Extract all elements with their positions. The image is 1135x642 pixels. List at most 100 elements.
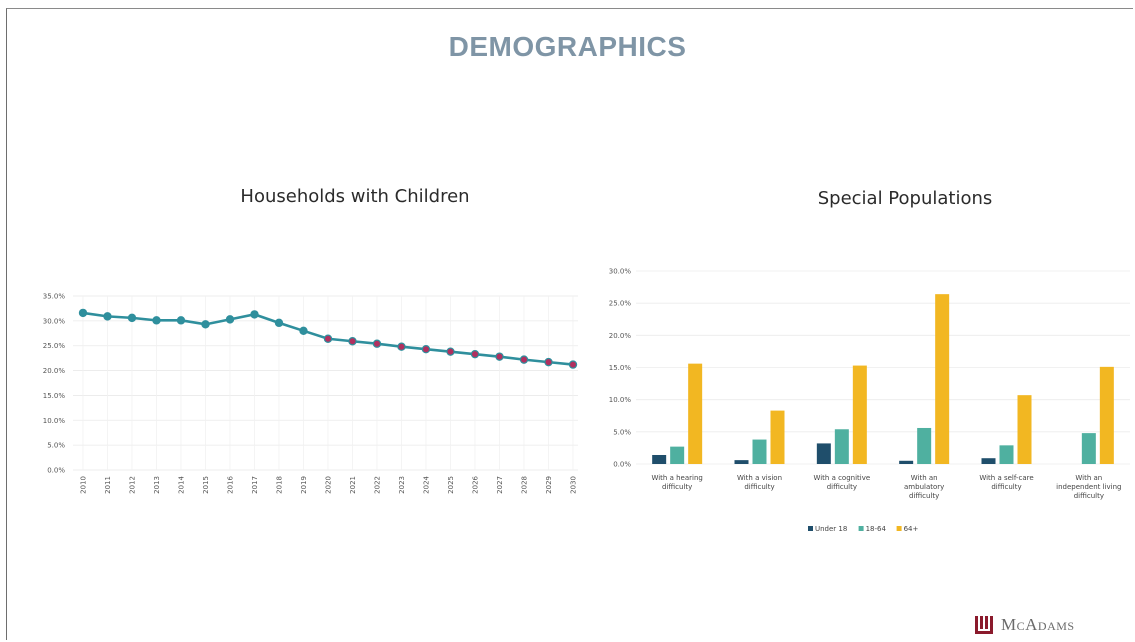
households-data-point — [127, 313, 137, 323]
households-data-point — [421, 344, 431, 354]
category-label: difficulty — [744, 483, 774, 491]
legend-swatch — [858, 526, 864, 531]
x-tick-label: 2022 — [374, 476, 382, 494]
bar-18-64 — [917, 427, 932, 464]
households-data-point — [446, 347, 455, 356]
x-tick-label: 2021 — [349, 476, 357, 494]
bar-64- — [770, 410, 785, 464]
y-tick-label: 15.0% — [43, 392, 66, 400]
households-data-point — [201, 320, 210, 329]
y-tick-label: 30.0% — [609, 268, 632, 276]
x-tick-label: 2016 — [227, 475, 235, 493]
category-label: With a hearing — [651, 474, 702, 482]
bar-64- — [1099, 366, 1114, 464]
bar-18-64 — [834, 429, 849, 464]
y-tick-label: 10.0% — [43, 417, 66, 425]
slide-frame — [6, 8, 1133, 640]
category-label: With a cognitive — [813, 474, 870, 482]
page-title: DEMOGRAPHICS — [448, 31, 687, 62]
y-tick-label: 5.0% — [613, 428, 631, 436]
households-data-point — [544, 357, 553, 367]
y-tick-label: 35.0% — [43, 293, 66, 301]
households-data-point — [299, 326, 308, 335]
bar-under-18 — [734, 460, 749, 464]
bar-under-18 — [652, 454, 667, 464]
households-data-point — [470, 349, 480, 359]
households-data-point — [250, 310, 259, 319]
category-label: difficulty — [662, 483, 692, 491]
households-data-point — [397, 342, 406, 351]
x-tick-label: 2024 — [423, 475, 431, 493]
legend-label: 18-64 — [866, 525, 887, 533]
bar-18-64 — [670, 446, 685, 464]
x-tick-label: 2029 — [545, 476, 553, 494]
x-tick-label: 2014 — [178, 475, 186, 493]
legend-label: 64+ — [904, 525, 919, 533]
x-tick-label: 2023 — [398, 476, 406, 494]
households-data-point — [78, 308, 88, 318]
x-tick-label: 2025 — [447, 476, 455, 494]
x-tick-label: 2028 — [521, 476, 529, 494]
households-chart-title: Households with Children — [240, 186, 470, 207]
legend-swatch — [808, 526, 813, 531]
bar-under-18 — [816, 443, 831, 464]
mcadams-logo-text: McAdams — [1001, 615, 1075, 634]
category-label: difficulty — [1074, 492, 1104, 500]
households-data-point — [519, 355, 529, 364]
x-tick-label: 2013 — [153, 476, 161, 494]
y-tick-label: 5.0% — [47, 442, 65, 450]
bar-64- — [935, 294, 950, 464]
bar-18-64 — [1081, 433, 1096, 464]
bar-18-64 — [752, 439, 767, 464]
special-populations-chart-title: Special Populations — [817, 188, 993, 209]
y-tick-label: 0.0% — [47, 467, 65, 475]
households-data-point — [152, 316, 161, 325]
households-line-chart: 35.0% 30.0% 25.0% 20.0% 15.0% 10.0% 5.0% 0.0% 20… — [43, 293, 578, 494]
mcadams-logo-icon — [975, 616, 995, 634]
households-data-point — [225, 315, 235, 324]
category-label: With an — [911, 474, 938, 482]
x-tick-label: 2027 — [496, 476, 504, 494]
x-tick-label: 2026 — [472, 475, 480, 493]
category-label: With an — [1075, 474, 1102, 482]
y-tick-label: 15.0% — [609, 364, 632, 372]
households-data-point — [495, 352, 504, 361]
x-tick-label: 2030 — [570, 476, 578, 494]
category-label: With a self-care — [979, 474, 1033, 482]
households-data-point — [103, 312, 112, 321]
y-tick-label: 20.0% — [609, 332, 632, 340]
mcadams-logo: McAdams — [975, 613, 1075, 637]
y-tick-label: 30.0% — [43, 317, 66, 325]
bar-64- — [1017, 395, 1032, 464]
x-tick-label: 2011 — [104, 476, 112, 494]
category-label: ambulatory — [904, 483, 944, 491]
y-tick-label: 20.0% — [43, 367, 66, 375]
bar-under-18 — [981, 458, 996, 464]
bar-64- — [688, 363, 703, 464]
category-label: difficulty — [827, 483, 857, 491]
x-tick-label: 2018 — [276, 476, 284, 494]
category-label: With a vision — [737, 474, 782, 482]
legend-label: Under 18 — [815, 525, 847, 533]
households-data-point — [348, 337, 357, 346]
y-tick-label: 25.0% — [43, 342, 66, 350]
x-tick-label: 2017 — [251, 476, 259, 494]
households-data-point — [323, 334, 333, 343]
x-tick-label: 2015 — [202, 476, 210, 494]
bar-18-64 — [999, 445, 1014, 464]
category-label: independent living — [1056, 483, 1121, 491]
households-data-point — [274, 318, 284, 328]
households-data-point — [568, 360, 578, 369]
bar-64- — [852, 365, 867, 464]
x-tick-label: 2010 — [80, 476, 88, 494]
households-data-point — [372, 339, 382, 348]
y-tick-label: 0.0% — [613, 461, 631, 469]
category-label: difficulty — [991, 483, 1021, 491]
y-tick-label: 25.0% — [609, 300, 632, 308]
bar-under-18 — [899, 460, 914, 464]
x-tick-label: 2020 — [325, 476, 333, 494]
households-data-point — [176, 316, 186, 325]
x-tick-label: 2019 — [300, 476, 308, 494]
category-label: difficulty — [909, 492, 939, 500]
